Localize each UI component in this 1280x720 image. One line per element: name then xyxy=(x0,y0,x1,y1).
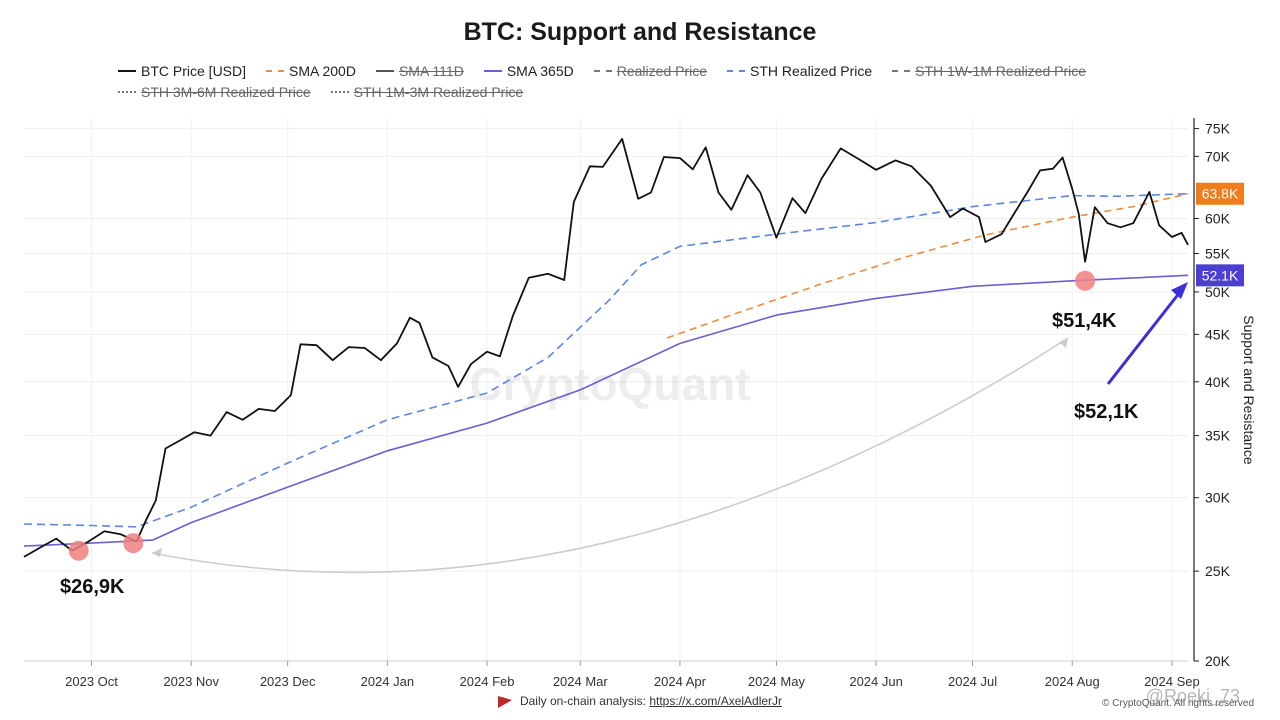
copyright: © CryptoQuant. All rights reserved xyxy=(1102,698,1254,709)
legend-swatch xyxy=(727,70,746,72)
legend-item[interactable]: STH Realized Price xyxy=(727,63,872,79)
y-tick-label: 50K xyxy=(1205,284,1231,300)
value-label-text: 63.8K xyxy=(1202,186,1239,202)
x-tick-label: 2024 Jun xyxy=(849,674,903,689)
legend-label: BTC Price [USD] xyxy=(141,63,247,79)
legend-label: STH Realized Price xyxy=(750,63,873,79)
legend-label: STH 1M-3M Realized Price xyxy=(353,84,524,100)
x-tick-label: 2024 Aug xyxy=(1045,674,1100,689)
legend-item[interactable]: STH 1M-3M Realized Price xyxy=(330,84,524,100)
x-tick-label: 2023 Dec xyxy=(260,674,316,689)
value-label-text: 52.1K xyxy=(1202,267,1239,283)
y-tick-label: 55K xyxy=(1205,246,1231,262)
series-line-sma-200d xyxy=(666,192,1189,339)
y-tick-label: 35K xyxy=(1205,428,1231,444)
y-tick-label: 20K xyxy=(1205,653,1231,669)
legend-row: BTC Price [USD] SMA 200D SMA 111D SMA 365D R… xyxy=(118,63,1106,79)
watermark-text: CryptoQuant xyxy=(469,358,750,410)
blue-arrow-line xyxy=(1106,291,1182,385)
y-tick-label: 30K xyxy=(1205,490,1231,506)
y-tick-label: 75K xyxy=(1205,121,1231,137)
legend-item[interactable]: BTC Price [USD] xyxy=(118,63,246,79)
value-label-box xyxy=(1196,182,1244,205)
flag-icon xyxy=(497,695,512,708)
y-tick-label: 70K xyxy=(1205,148,1231,164)
legend-item[interactable]: STH 1W-1M Realized Price xyxy=(892,63,1086,79)
legend-swatch xyxy=(892,70,911,72)
price-annotation: $51,4K xyxy=(1052,310,1117,332)
chart-title: BTC: Support and Resistance xyxy=(463,18,817,46)
chart-plot: CryptoQuant $26,9K $51,4K $52,1K 75K 70K 60K 55… xyxy=(23,118,1257,689)
legend-swatch xyxy=(593,70,612,72)
series-line-btc-price-usd- xyxy=(23,138,1189,558)
y-axis-title: Support and Resistance xyxy=(1241,315,1257,465)
arc-arrowhead-right xyxy=(1059,338,1068,348)
legend-item[interactable]: SMA 111D xyxy=(375,63,464,79)
support-touch-marker xyxy=(1075,270,1096,291)
x-tick-label: 2024 Sep xyxy=(1144,674,1200,689)
x-tick-label: 2024 Jan xyxy=(361,674,415,689)
legend-swatch xyxy=(118,70,136,72)
x-tick-label: 2023 Nov xyxy=(163,674,219,689)
legend-swatch xyxy=(483,70,502,72)
legend-label: SMA 200D xyxy=(289,63,356,79)
legend-item[interactable]: STH 3M-6M Realized Price xyxy=(118,84,311,100)
legend-label: STH 3M-6M Realized Price xyxy=(141,84,311,100)
y-tick-label: 25K xyxy=(1205,563,1231,579)
y-tick-label: 45K xyxy=(1205,326,1231,342)
y-tick-label: 60K xyxy=(1205,210,1231,226)
legend-swatch xyxy=(375,70,394,72)
legend-swatch xyxy=(330,91,349,93)
footer-link[interactable]: https://x.com/AxelAdlerJr xyxy=(649,694,783,708)
legend-swatch xyxy=(266,70,285,72)
handle-watermark: @Roeki_73 xyxy=(1145,686,1240,706)
legend-row: STH 3M-6M Realized Price STH 1M-3M Realiz… xyxy=(118,84,543,100)
legend-item[interactable]: Realized Price xyxy=(593,63,708,79)
legend-label: SMA 111D xyxy=(398,63,464,79)
support-touch-marker xyxy=(123,533,144,554)
y-tick-label: 40K xyxy=(1205,374,1231,390)
legend-label: STH 1W-1M Realized Price xyxy=(915,63,1087,79)
legend-item[interactable]: SMA 200D xyxy=(266,63,356,79)
x-tick-label: 2024 May xyxy=(748,674,806,689)
value-label-box xyxy=(1196,264,1244,287)
x-tick-label: 2024 Apr xyxy=(654,674,707,689)
x-tick-label: 2024 Jul xyxy=(948,674,997,689)
arc-arrowhead-left xyxy=(152,548,162,557)
x-tick-label: 2024 Mar xyxy=(553,674,609,689)
legend-swatch xyxy=(118,91,136,93)
x-tick-label: 2024 Feb xyxy=(460,674,515,689)
footer-prefix: Daily on-chain analysis: xyxy=(519,694,646,708)
price-annotation: $26,9K xyxy=(60,576,125,598)
footer: Daily on-chain analysis: https://x.com/A… xyxy=(0,694,1280,708)
support-touch-marker xyxy=(68,540,89,561)
series-line-sth-realized-price xyxy=(23,192,1189,528)
legend-item[interactable]: SMA 365D xyxy=(483,63,574,79)
x-tick-label: 2023 Oct xyxy=(65,674,118,689)
support-arc-arrow xyxy=(151,337,1069,574)
series-line-sma-365d xyxy=(23,274,1189,547)
legend-label: Realized Price xyxy=(616,63,708,79)
price-annotation: $52,1K xyxy=(1074,401,1139,423)
legend-label: SMA 365D xyxy=(506,63,574,79)
blue-arrowhead xyxy=(1171,282,1188,299)
